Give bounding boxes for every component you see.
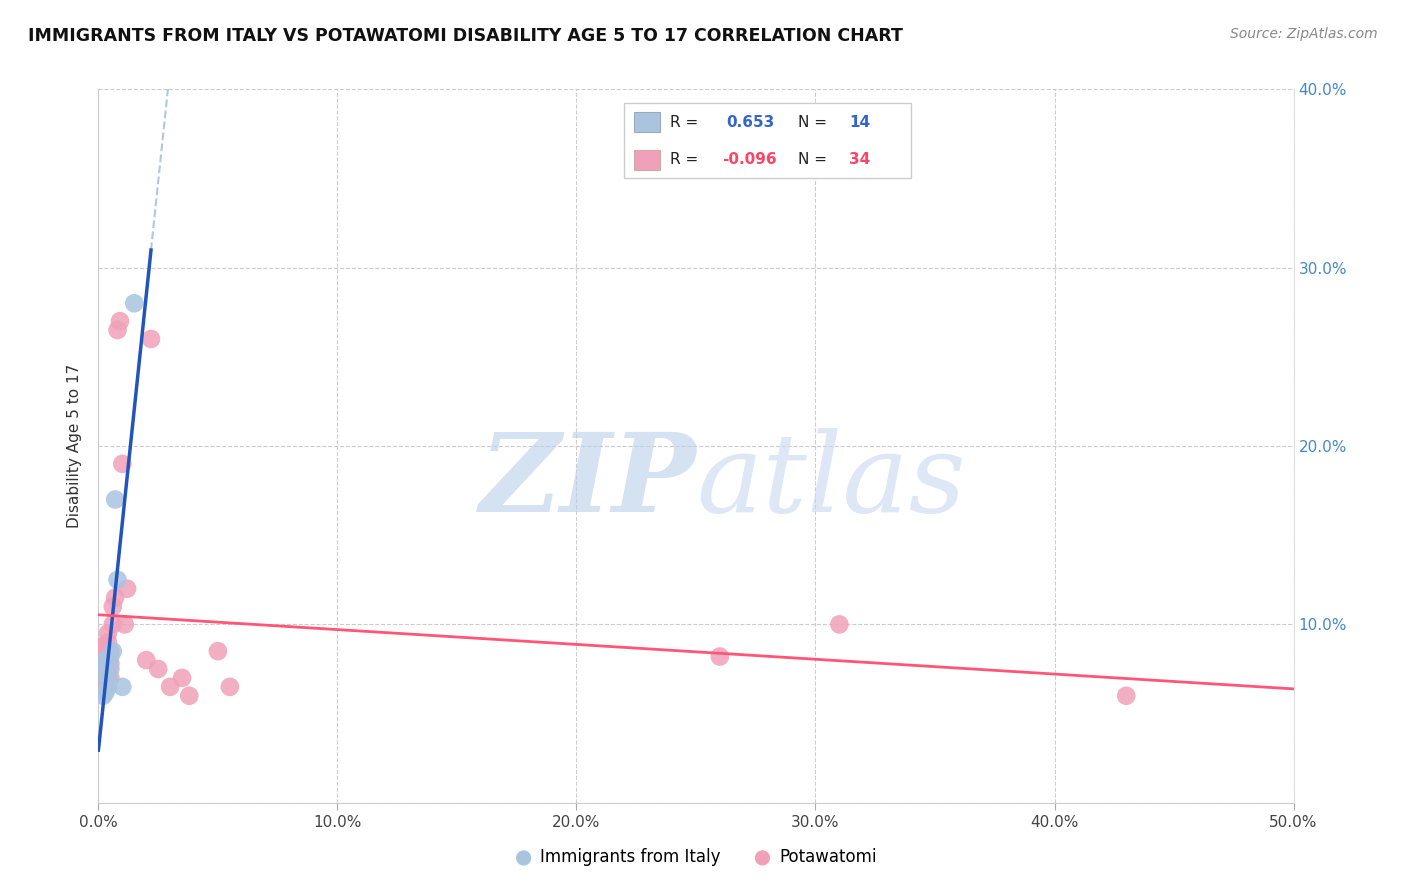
Point	[124, 296, 146, 310]
Point	[111, 457, 134, 471]
Text: 14: 14	[849, 114, 870, 129]
Point	[94, 680, 117, 694]
FancyBboxPatch shape	[634, 112, 661, 132]
Text: Source: ZipAtlas.com: Source: ZipAtlas.com	[1230, 27, 1378, 41]
Point	[97, 635, 120, 649]
Point	[207, 644, 229, 658]
Text: 34: 34	[849, 153, 870, 168]
Point	[135, 653, 157, 667]
Point	[91, 667, 114, 681]
Point	[90, 644, 112, 658]
Point	[1115, 689, 1137, 703]
Text: R =: R =	[669, 153, 697, 168]
Point	[172, 671, 194, 685]
Point	[111, 680, 134, 694]
Point	[90, 662, 112, 676]
Point	[97, 626, 120, 640]
Point	[104, 591, 127, 605]
Point	[91, 657, 114, 671]
Text: -0.096: -0.096	[723, 153, 778, 168]
Point	[97, 680, 120, 694]
Point	[97, 671, 120, 685]
Point	[94, 685, 117, 699]
Y-axis label: Disability Age 5 to 17: Disability Age 5 to 17	[67, 364, 83, 528]
Text: atlas: atlas	[696, 428, 966, 535]
Point	[101, 617, 124, 632]
Point	[104, 492, 127, 507]
Point	[98, 657, 122, 671]
Point	[94, 662, 117, 676]
Point	[828, 617, 851, 632]
Point	[97, 653, 120, 667]
Point	[108, 314, 131, 328]
Point	[91, 671, 114, 685]
Point	[219, 680, 242, 694]
Text: R =: R =	[669, 114, 697, 129]
Point	[115, 582, 138, 596]
FancyBboxPatch shape	[634, 150, 661, 169]
Point	[98, 662, 122, 676]
Point	[90, 657, 112, 671]
Point	[91, 689, 114, 703]
Text: ZIP: ZIP	[479, 428, 696, 535]
Point	[94, 649, 117, 664]
Point	[159, 680, 181, 694]
Text: 0.653: 0.653	[725, 114, 775, 129]
Point	[90, 653, 112, 667]
Point	[107, 323, 129, 337]
Point	[98, 671, 122, 685]
Point	[101, 599, 124, 614]
Point	[139, 332, 162, 346]
Point	[94, 653, 117, 667]
Point	[91, 639, 114, 653]
Text: IMMIGRANTS FROM ITALY VS POTAWATOMI DISABILITY AGE 5 TO 17 CORRELATION CHART: IMMIGRANTS FROM ITALY VS POTAWATOMI DISA…	[28, 27, 903, 45]
Point	[107, 573, 129, 587]
Text: N =: N =	[797, 114, 827, 129]
Point	[179, 689, 201, 703]
Legend: Immigrants from Italy, Potawatomi: Immigrants from Italy, Potawatomi	[509, 842, 883, 873]
Point	[101, 644, 124, 658]
FancyBboxPatch shape	[624, 103, 911, 178]
Point	[709, 649, 731, 664]
Point	[98, 649, 122, 664]
Text: N =: N =	[797, 153, 827, 168]
Point	[98, 644, 122, 658]
Point	[114, 617, 136, 632]
Point	[148, 662, 170, 676]
